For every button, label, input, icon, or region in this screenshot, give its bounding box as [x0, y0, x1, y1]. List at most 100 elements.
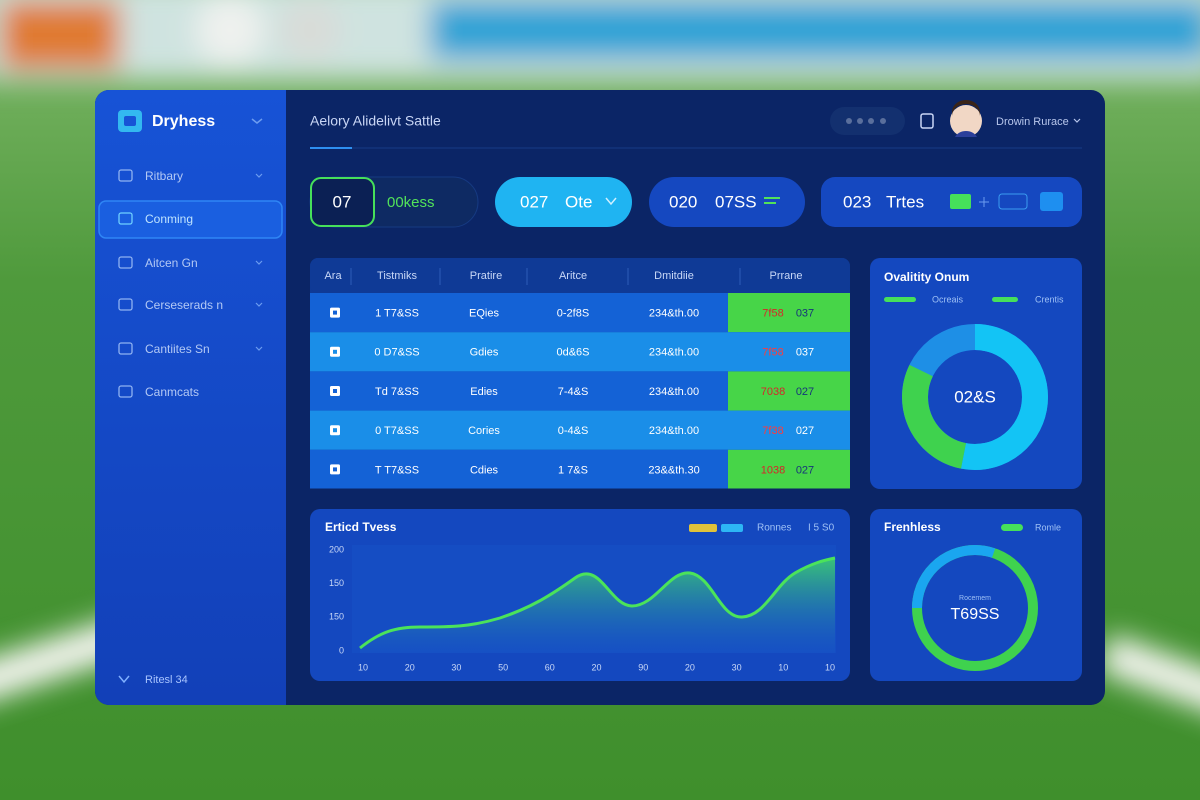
panel-title: Erticd Tvess [325, 520, 397, 534]
page-title: Aelory Alidelivt Sattle [310, 113, 441, 129]
table-cell: Gdies [470, 347, 499, 359]
donut-panel: Ovalitity Onum Ocreais Crentis 02&S [870, 258, 1082, 489]
table-cell: 0 T7&SS [375, 425, 419, 437]
x-axis-label: 20 [591, 662, 601, 672]
legend-swatch [689, 524, 717, 532]
table-cell: Cdies [470, 464, 499, 476]
sidebar [95, 90, 286, 705]
table-cell: 234&th.00 [649, 425, 699, 437]
notification-icon[interactable] [920, 113, 934, 129]
stat-card[interactable] [649, 177, 805, 227]
row-icon-inner [333, 467, 337, 472]
menu-item[interactable]: Ritbary [145, 169, 183, 183]
legend-label: I 5 S0 [808, 523, 835, 534]
status-cell [728, 371, 850, 411]
ring-caption: Rocemem [959, 595, 991, 602]
stat-value: 023 [843, 192, 871, 211]
stat-badge [310, 177, 375, 227]
column-header: Dmitdiie [654, 270, 694, 282]
stat-value: 027 [520, 192, 548, 211]
x-axis-label: 10 [825, 662, 835, 672]
stat-value: 07 [333, 192, 352, 211]
menu-icon [118, 256, 133, 269]
table-cell: 7-4&S [558, 386, 589, 398]
trend-area [360, 558, 835, 653]
legend-label: Crentis [1035, 294, 1064, 304]
menu-icon [118, 212, 133, 225]
status-cell [728, 449, 850, 489]
search-dot [880, 118, 886, 124]
stat-label: Trtes [886, 192, 924, 211]
avatar-shirt [955, 130, 977, 137]
legend-swatch [992, 297, 1018, 302]
table-cell: Edies [470, 386, 498, 398]
y-axis-label: 150 [329, 578, 344, 588]
donut-center: 02&S [954, 387, 996, 406]
table-cell: Cories [468, 425, 500, 437]
table-header [310, 258, 850, 293]
menu-item[interactable]: Cerseserads n [145, 298, 223, 312]
menu-active [98, 200, 283, 239]
input-box[interactable] [998, 193, 1028, 210]
stat-spark [764, 202, 776, 204]
menu-icon [118, 342, 133, 355]
menu-icon [118, 298, 133, 311]
stat-spark [764, 197, 780, 199]
avatar[interactable] [950, 105, 982, 137]
x-axis-label: 20 [405, 662, 415, 672]
table-cell: 1 T7&SS [375, 308, 419, 320]
x-axis-label: 50 [498, 662, 508, 672]
table-cell: 1038 [761, 464, 785, 476]
table-cell: T T7&SS [375, 464, 419, 476]
legend-swatch [1001, 524, 1023, 531]
stat-card[interactable] [495, 177, 632, 227]
x-axis-label: 20 [685, 662, 695, 672]
menu-item[interactable]: Aitcen Gn [145, 256, 198, 270]
table-cell: 234&th.00 [649, 386, 699, 398]
toggle[interactable] [950, 194, 971, 209]
table-cell: 7f38 [762, 425, 783, 437]
stat-cards: 07 00kess 027 Ote 020 07SS 023 Trtes [309, 176, 1082, 228]
menu-icon [118, 385, 133, 398]
legend-label: Ocreais [932, 294, 964, 304]
column-header: Aritce [559, 270, 587, 282]
dropdown[interactable] [1040, 192, 1063, 211]
stat-value: 020 [669, 192, 697, 211]
table-cell: 0 D7&SS [374, 347, 419, 359]
sidebar-footer[interactable]: Ritesl 34 [145, 674, 188, 686]
panel-title: Ovalitity Onum [884, 270, 969, 284]
y-axis-label: 200 [329, 544, 344, 554]
brand-chevron [251, 118, 263, 124]
table-cell: 027 [796, 464, 814, 476]
table-cell: 1 7&S [558, 464, 588, 476]
stat-chevron [605, 197, 617, 206]
menu-chevron [255, 260, 263, 265]
table-cell: 234&th.00 [649, 347, 699, 359]
table-cell: 0d&6S [556, 347, 589, 359]
menu-item[interactable]: Canmcats [145, 385, 199, 399]
menu-icon [118, 169, 133, 182]
menu-chevron [255, 173, 263, 178]
search-dot [857, 118, 863, 124]
dashboard: Dryhess Ritbary Conming Aitcen Gn Cersesera… [95, 90, 1105, 705]
trend-panel: Erticd Tvess Ronnes I 5 S0 200 150 150 0 10 2… [310, 509, 850, 681]
table-cell: EQies [469, 308, 499, 320]
x-axis-label: 30 [732, 662, 742, 672]
menu-item[interactable]: Conming [145, 212, 193, 226]
menu: Ritbary Conming Aitcen Gn Cerseserads n Cant… [98, 169, 283, 399]
donut-segment [902, 324, 1048, 470]
table-row[interactable] [310, 410, 850, 450]
search[interactable] [830, 107, 905, 135]
x-axis-label: 30 [451, 662, 461, 672]
column-header: Tistmiks [377, 270, 417, 282]
column-header: Prrane [769, 270, 802, 282]
ring-panel: Frenhless Romle Rocemem T69SS [870, 509, 1082, 681]
user-name[interactable]: Drowin Rurace [996, 116, 1069, 128]
menu-item[interactable]: Cantiites Sn [145, 342, 210, 356]
table-row[interactable] [310, 332, 850, 372]
stat-label: 07SS [715, 192, 757, 211]
table-cell: 037 [796, 308, 814, 320]
logo-inner [124, 116, 136, 126]
